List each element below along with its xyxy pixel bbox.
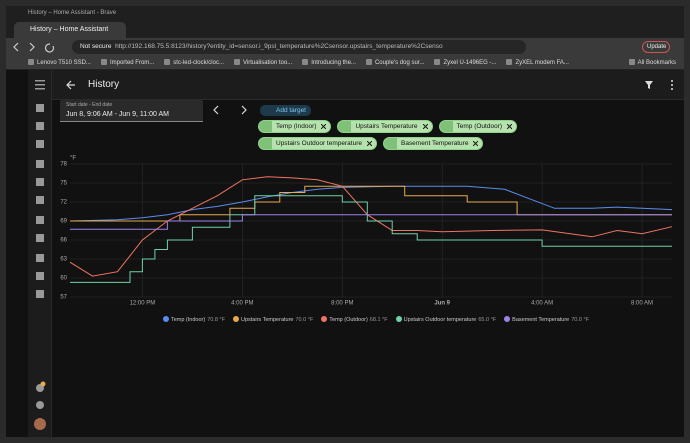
y-tick-label: 63 [60, 257, 67, 263]
x-tick-label: 4:00 AM [531, 301, 553, 307]
sidebar-icons [34, 80, 46, 430]
update-button[interactable]: Update [642, 41, 670, 53]
legend-item[interactable]: Basement Temperature 70.0 °F [504, 316, 589, 323]
bookmark[interactable]: Zyxel U-1496EG -... [434, 59, 496, 69]
y-tick-label: 69 [60, 219, 67, 225]
url: http://192.168.75.5:8123/history?entity_… [115, 43, 443, 50]
legend-name: Temp (Outdoor) [329, 317, 368, 323]
target-chip[interactable]: Temp (Outdoor) [438, 120, 518, 133]
bookmark[interactable]: Imported From... [101, 59, 154, 69]
y-axis-label: °F [70, 156, 76, 162]
chart: °F 57 60 63 66 69 72 75 78 12:00 PM 4:00 PM 8:00 P… [60, 156, 673, 307]
legend-name: Upstairs Outdoor temperature [403, 317, 477, 323]
header-actions[interactable] [644, 79, 678, 91]
title-bar: History – Home Assistant - Brave [6, 6, 684, 20]
series-line [69, 176, 673, 277]
add-target-button[interactable]: Add target [260, 105, 311, 116]
legend-item[interactable]: Upstairs Temperature 70.0 °F [233, 316, 313, 323]
target-chip[interactable]: Temp (Indoor) [258, 120, 332, 133]
legend-item[interactable]: Temp (Outdoor) 68.1 °F [321, 316, 388, 323]
y-tick-label: 78 [60, 162, 67, 168]
target-chip[interactable]: Upstairs Temperature [337, 120, 433, 133]
legend-item[interactable]: Upstairs Outdoor temperature 65.0 °F [395, 316, 497, 323]
tab-bar: History – Home Assistant [6, 20, 684, 38]
legend-value: 70.0 °F [295, 317, 314, 323]
x-tick-label: Jun 9 [434, 301, 450, 307]
date-picker-label: Start date - End date [66, 102, 113, 108]
date-nav[interactable] [212, 105, 248, 115]
address-bar: Not secure http://192.168.75.5:8123/hist… [6, 38, 684, 56]
x-tick-label: 4:00 PM [231, 301, 253, 307]
series-line [70, 214, 672, 230]
bookmark[interactable]: Virtualisation too... [234, 59, 292, 69]
legend-swatch [321, 316, 328, 322]
legend: Temp (Indoor) 70.8 °F Upstairs Temperature… [66, 316, 684, 323]
legend-value: 70.0 °F [571, 317, 590, 323]
browser-window: History – Home Assistant - Brave History… [6, 6, 684, 437]
x-tick-label: 8:00 PM [331, 301, 353, 307]
app-header: History [52, 70, 684, 100]
x-tick-label: 12:00 PM [130, 301, 156, 307]
bookmark[interactable]: stc-led-clock/cloc... [164, 59, 224, 69]
legend-swatch [162, 316, 169, 322]
legend-name: Temp (Indoor) [170, 317, 206, 323]
legend-name: Basement Temperature [512, 317, 570, 323]
y-tick-label: 66 [60, 238, 67, 244]
back-button[interactable] [66, 80, 76, 90]
bookmarks-bar: Lenovo T510 SSD... Imported From... stc-le… [6, 56, 684, 70]
target-chip[interactable]: Basement Temperature [382, 137, 484, 150]
bookmark[interactable]: ZyXEL modem FA... [506, 59, 568, 69]
window-title: History – Home Assistant - Brave [28, 10, 117, 16]
all-bookmarks[interactable]: All Bookmarks [629, 59, 676, 69]
legend-name: Upstairs Temperature [241, 317, 294, 323]
sidebar [28, 70, 52, 437]
legend-item[interactable]: Temp (Indoor) 70.8 °F [162, 316, 225, 323]
series-line [69, 185, 673, 222]
tab-title: History – Home Assistant [30, 26, 109, 33]
y-tick-label: 57 [60, 295, 67, 301]
y-tick-label: 75 [60, 181, 67, 187]
x-tick-label: 8:00 AM [631, 301, 653, 307]
date-picker[interactable]: Start date - End date Jun 8, 9:06 AM - J… [60, 99, 203, 122]
legend-swatch [504, 316, 511, 322]
bookmark[interactable]: Lenovo T510 SSD... [28, 59, 91, 69]
legend-value: 68.1 °F [369, 317, 388, 323]
date-picker-value: Jun 8, 9:06 AM - Jun 9, 11:00 AM [66, 111, 169, 118]
legend-value: 65.0 °F [478, 317, 497, 323]
tab[interactable]: History – Home Assistant [14, 22, 126, 38]
bookmark[interactable]: Couple's dog sur... [366, 59, 425, 69]
y-tick-label: 72 [60, 200, 67, 206]
legend-swatch [233, 316, 239, 322]
legend-value: 70.8 °F [207, 317, 225, 323]
y-tick-label: 60 [60, 276, 67, 282]
security-label: Not secure [80, 43, 112, 50]
target-chip[interactable]: Upstairs Outdoor temperature [258, 137, 377, 150]
url-field[interactable]: Not secure http://192.168.75.5:8123/hist… [72, 40, 526, 54]
page-title: History [88, 79, 120, 90]
target-chips: Temp (Indoor) Upstairs Temperature Temp (O… [258, 120, 618, 150]
nav-buttons[interactable] [10, 41, 70, 53]
legend-swatch [395, 316, 402, 322]
series-line [70, 185, 672, 222]
bookmark[interactable]: Introducing the... [302, 59, 356, 69]
